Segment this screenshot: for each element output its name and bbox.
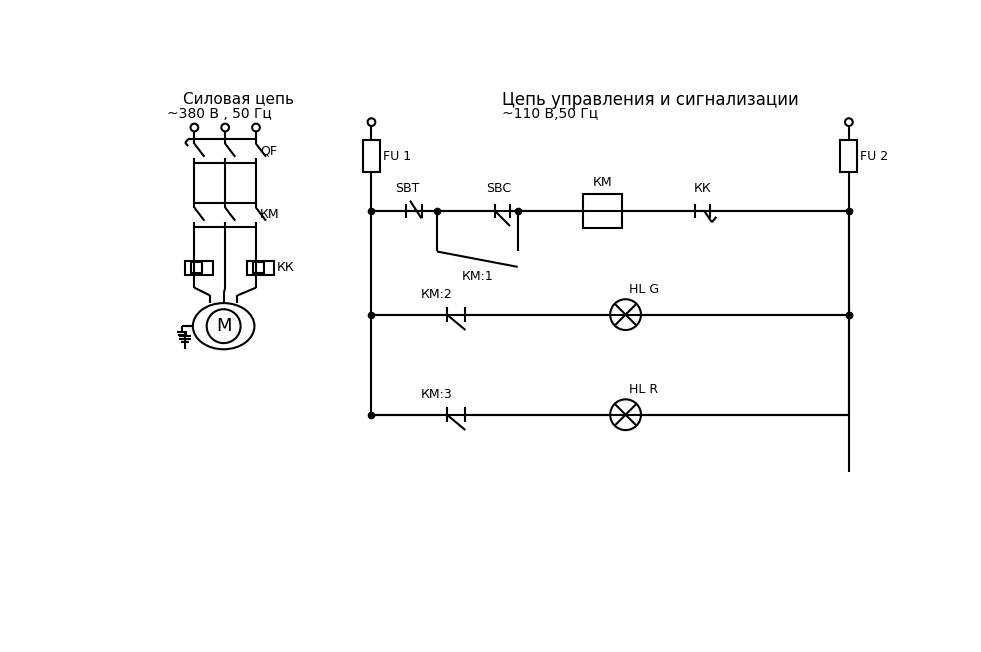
Text: КМ: КМ xyxy=(593,176,612,189)
Text: SBT: SBT xyxy=(395,183,420,196)
Bar xyxy=(584,194,622,228)
Text: КМ:3: КМ:3 xyxy=(421,388,453,401)
Bar xyxy=(185,261,213,274)
Text: КМ: КМ xyxy=(260,208,280,221)
Text: КК: КК xyxy=(277,261,294,274)
Text: FU 1: FU 1 xyxy=(383,149,411,162)
Text: КМ:1: КМ:1 xyxy=(461,270,493,283)
Bar xyxy=(363,140,380,172)
Text: HL G: HL G xyxy=(629,283,659,296)
Text: SBC: SBC xyxy=(486,183,511,196)
Text: Цепь управления и сигнализации: Цепь управления и сигнализации xyxy=(502,91,800,110)
Bar xyxy=(841,140,857,172)
Text: Силовая цепь: Силовая цепь xyxy=(182,91,294,106)
Bar xyxy=(247,261,275,274)
Text: HL R: HL R xyxy=(629,383,658,396)
Text: КК: КК xyxy=(694,183,711,196)
Text: ~380 В , 50 Гц: ~380 В , 50 Гц xyxy=(168,108,272,121)
Bar xyxy=(191,262,202,273)
Text: QF: QF xyxy=(260,144,277,157)
Text: FU 2: FU 2 xyxy=(860,149,889,162)
Text: ~110 В,50 Гц: ~110 В,50 Гц xyxy=(502,108,598,121)
Bar xyxy=(253,262,264,273)
Text: КМ:2: КМ:2 xyxy=(421,288,453,301)
Text: М: М xyxy=(216,317,232,335)
